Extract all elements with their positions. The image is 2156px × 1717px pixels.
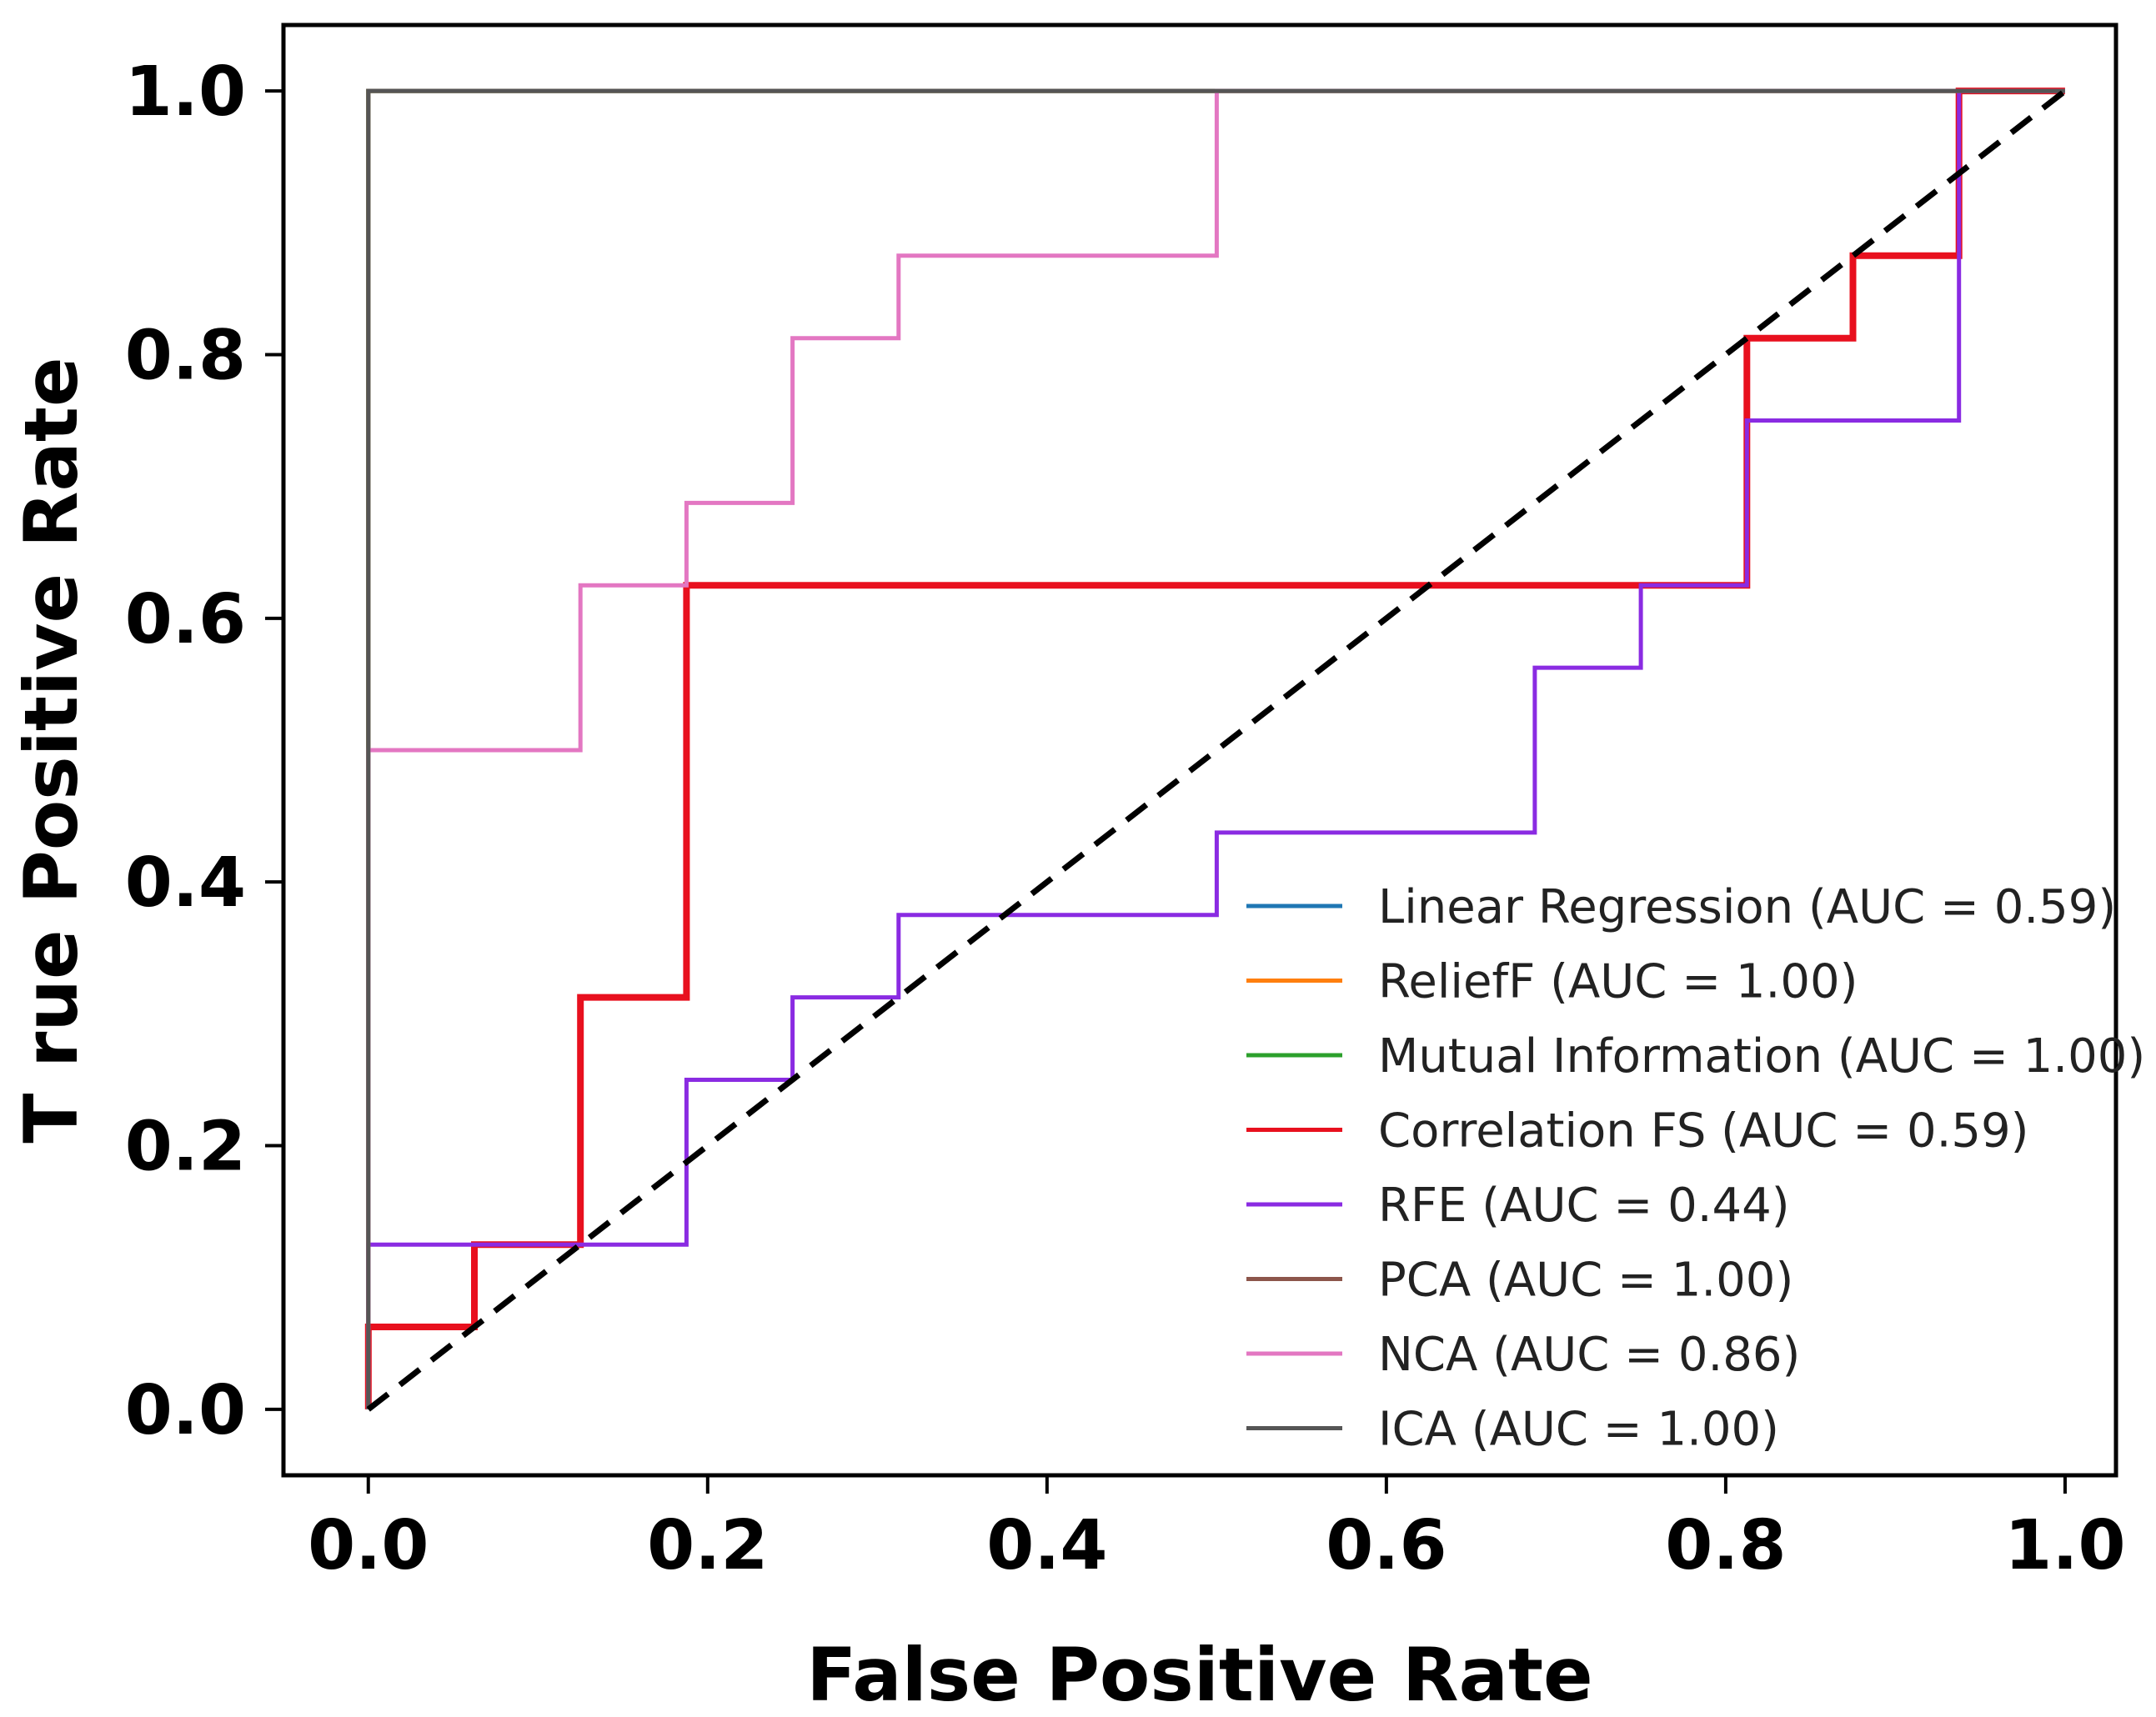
legend-item-linear-regression: Linear Regression (AUC = 0.59) bbox=[1246, 880, 2116, 934]
x-tick-label: 0.8 bbox=[1665, 1506, 1786, 1585]
legend-item-pca: PCA (AUC = 1.00) bbox=[1246, 1254, 1793, 1308]
legend-item-ica: ICA (AUC = 1.00) bbox=[1246, 1403, 1779, 1457]
plot-frame bbox=[281, 23, 2118, 1478]
legend-label: NCA (AUC = 0.86) bbox=[1378, 1328, 1800, 1382]
legend-label: Linear Regression (AUC = 0.59) bbox=[1378, 880, 2116, 934]
legend-label: RFE (AUC = 0.44) bbox=[1378, 1179, 1790, 1233]
legend-label: Correlation FS (AUC = 0.59) bbox=[1378, 1104, 2028, 1159]
y-tick-label: 0.8 bbox=[125, 316, 246, 395]
y-tick-label: 1.0 bbox=[125, 53, 246, 132]
y-tick-label: 0.0 bbox=[125, 1371, 246, 1450]
legend-item-nca: NCA (AUC = 0.86) bbox=[1246, 1328, 1800, 1382]
x-tick-label: 0.6 bbox=[1326, 1506, 1447, 1585]
y-tick-label: 0.2 bbox=[125, 1108, 246, 1187]
x-tick-label: 1.0 bbox=[2004, 1506, 2125, 1585]
legend-item-mutual-information: Mutual Information (AUC = 1.00) bbox=[1246, 1029, 2145, 1084]
legend-label: ReliefF (AUC = 1.00) bbox=[1378, 955, 1858, 1009]
x-axis-label: False Positive Rate bbox=[806, 1632, 1593, 1717]
y-tick-label: 0.6 bbox=[125, 580, 246, 659]
x-tick-label: 0.4 bbox=[986, 1506, 1107, 1585]
legend-label: Mutual Information (AUC = 1.00) bbox=[1378, 1029, 2145, 1084]
legend-label: ICA (AUC = 1.00) bbox=[1378, 1403, 1779, 1457]
legend-label: PCA (AUC = 1.00) bbox=[1378, 1254, 1793, 1308]
y-axis-label: T rue Positive Rate bbox=[8, 357, 94, 1143]
y-tick-label: 0.4 bbox=[125, 843, 246, 923]
legend-item-rfe: RFE (AUC = 0.44) bbox=[1246, 1179, 1790, 1233]
legend: Linear Regression (AUC = 0.59) ReliefF (A… bbox=[1246, 880, 2145, 1457]
series-line-correlation-fs bbox=[364, 88, 2065, 1409]
x-tick-label: 0.0 bbox=[308, 1506, 429, 1585]
series-layer bbox=[364, 88, 2068, 1412]
legend-item-relieff: ReliefF (AUC = 1.00) bbox=[1246, 955, 1858, 1009]
series-line-ica bbox=[366, 88, 2065, 1409]
legend-item-correlation-fs: Correlation FS (AUC = 0.59) bbox=[1246, 1104, 2028, 1159]
series-line-nca bbox=[366, 88, 2065, 1409]
x-tick-label: 0.2 bbox=[647, 1506, 768, 1585]
series-line-rfe bbox=[366, 88, 2065, 1409]
tick-layer: 0.0 0.2 0.4 0.6 0.8 1.0 0.0 0.2 0.4 0.6 0.8 1.0 bbox=[125, 53, 2126, 1585]
